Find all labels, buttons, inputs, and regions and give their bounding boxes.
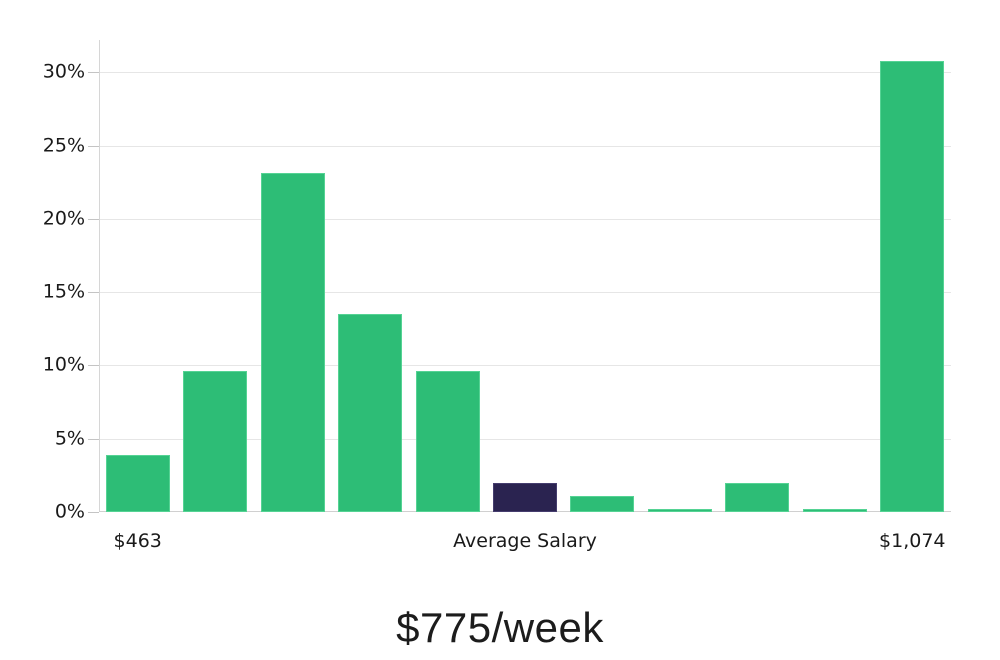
histogram-bar (105, 454, 170, 512)
y-tick-label: 10% (42, 353, 85, 376)
x-axis-label: $463 (113, 530, 162, 552)
y-tick-label: 0% (54, 500, 85, 523)
gridline (99, 145, 951, 147)
histogram-bar (725, 482, 790, 512)
y-tick-mark (88, 438, 99, 440)
gridline (99, 292, 951, 294)
x-axis-label: $1,074 (879, 530, 946, 552)
y-axis-line (99, 40, 100, 512)
histogram-bar (183, 371, 248, 512)
histogram-bar (802, 509, 867, 512)
histogram-bar (647, 509, 712, 512)
histogram-bar (415, 371, 480, 512)
y-tick-label: 15% (42, 280, 85, 303)
gridline (99, 365, 951, 367)
gridline (99, 72, 951, 74)
histogram-bar (880, 60, 945, 512)
highlighted-average-bar (493, 482, 557, 512)
y-tick-mark (88, 512, 99, 513)
plot-area: 0% 5% 10% 15% 20% 25% 30% $463 Average Salary $1,… (43, 40, 951, 552)
x-axis-label: Average Salary (453, 530, 597, 552)
y-tick-mark (88, 72, 99, 74)
y-tick-label: 20% (42, 207, 85, 230)
gridline (99, 218, 951, 220)
histogram-bar (570, 495, 635, 512)
gridline (99, 438, 951, 440)
y-tick-label: 25% (42, 134, 85, 157)
histogram-bar (338, 314, 403, 512)
y-tick-mark (88, 365, 99, 367)
y-tick-mark (88, 145, 99, 147)
y-tick-mark (88, 292, 99, 294)
chart-title: $775/week (396, 604, 604, 651)
y-tick-label: 30% (42, 60, 85, 83)
y-tick-label: 5% (54, 427, 85, 450)
histogram-bar (260, 173, 325, 512)
y-tick-mark (88, 218, 99, 220)
